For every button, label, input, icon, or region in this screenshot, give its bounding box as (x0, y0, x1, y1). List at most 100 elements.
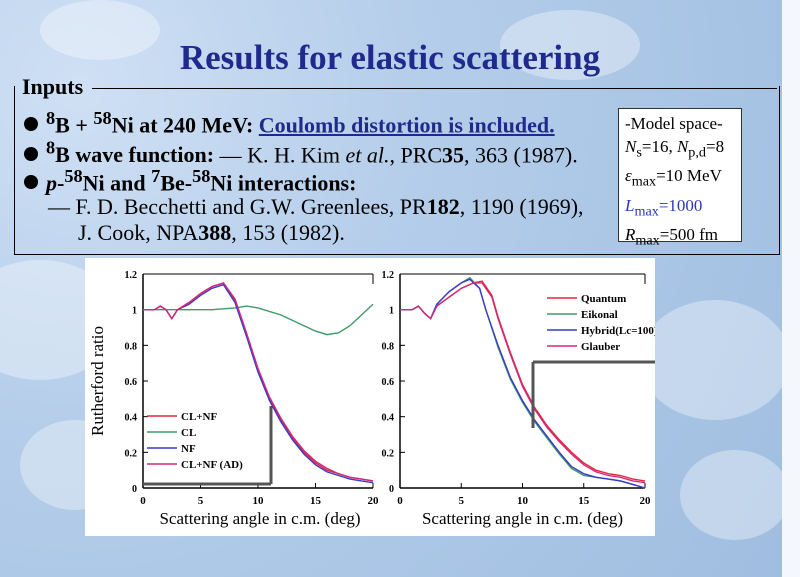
bullet-dot-icon (24, 117, 38, 132)
mass-number: 8 (46, 108, 56, 128)
dash-text: - (57, 170, 65, 196)
y-tick-label: 1.2 (382, 270, 395, 281)
y-tick-label: 1 (132, 306, 137, 317)
inputs-box (14, 86, 780, 255)
bullet-dot-icon (24, 147, 38, 162)
proton-text: p (46, 170, 57, 196)
y-axis-label: Rutherford ratio (88, 326, 107, 436)
reference-becchetti: — F. D. Becchetti and G.W. Greenlees, PR… (48, 194, 584, 220)
series-line-glauber (400, 282, 646, 484)
x-tick-label: 15 (578, 495, 590, 507)
legend-label: Eikonal (581, 309, 618, 321)
nucleus-text: B + (55, 112, 94, 138)
mass-number: 58 (64, 166, 83, 186)
subscript-text: s (636, 144, 642, 161)
y-tick-label: 0.6 (382, 377, 395, 388)
background-bubble (640, 300, 790, 420)
volume-text: 388 (198, 220, 232, 245)
reference-text: — F. D. Becchetti and G.W. Greenlees, PR (48, 194, 427, 219)
reaction-text: Ni at 240 MeV: (111, 112, 259, 138)
background-bubble (40, 0, 160, 60)
page-edge (782, 0, 800, 577)
legend-label: Glauber (581, 341, 620, 353)
author-text: — K. H. Kim (219, 142, 346, 168)
nucleus-text: Be- (160, 170, 193, 196)
wave-function-label: B wave function: (55, 142, 220, 168)
y-tick-label: 0 (132, 484, 137, 495)
y-tick-label: 1 (389, 306, 394, 317)
series-line-cl-nf (143, 282, 374, 482)
bullet-wave-function: 8B wave function: — K. H. Kim et al., PR… (24, 138, 578, 168)
x-tick-label: 0 (140, 495, 146, 507)
legend-label: Hybrid(Lc=100) (581, 325, 655, 337)
etal-text: et al. (345, 142, 390, 168)
reference-cook: J. Cook, NPA388, 153 (1982). (78, 220, 345, 246)
reference-text: , 1190 (1969), (459, 194, 584, 219)
x-tick-label: 10 (253, 495, 265, 507)
model-emax-line: εmax=10 MeV (625, 164, 735, 193)
background-bubble (680, 450, 790, 540)
y-tick-label: 0.4 (382, 413, 395, 424)
inputs-heading: Inputs (22, 74, 84, 99)
y-tick-label: 0.2 (125, 448, 138, 459)
x-tick-label: 20 (368, 495, 380, 507)
volume-text: 35 (442, 142, 465, 168)
model-ns-line: Ns=16, Np,d=8 (625, 135, 735, 164)
mass-number: 8 (46, 138, 56, 158)
model-rmax-line: Rmax=500 fm (625, 223, 735, 252)
symbol-text: R (625, 225, 636, 245)
coulomb-link[interactable]: Coulomb distortion is included. (258, 112, 555, 138)
page-text: , 363 (1987). (464, 142, 578, 168)
subscript-text: p,d (688, 144, 706, 161)
mass-number: 58 (192, 166, 211, 186)
bullet-interactions: p-58Ni and 7Be-58Ni interactions: (24, 166, 356, 196)
y-tick-label: 0.8 (382, 341, 395, 352)
y-tick-label: 1.2 (125, 270, 138, 281)
value-text: =500 fm (659, 225, 718, 245)
x-axis-label: Scattering angle in c.m. (deg) (159, 509, 360, 528)
journal-text: , PRC (389, 142, 443, 168)
model-space-box: -Model space- Ns=16, Np,d=8 εmax=10 MeV … (618, 108, 742, 249)
reference-text: , 153 (1982). (231, 220, 345, 245)
x-tick-label: 0 (397, 495, 403, 507)
y-tick-label: 0 (389, 484, 394, 495)
x-tick-label: 5 (198, 495, 204, 507)
background-bubble (500, 10, 640, 80)
legend-label: CL+NF (AD) (181, 459, 243, 471)
bullet-reaction: 8B + 58Ni at 240 MeV: Coulomb distortion… (24, 108, 555, 138)
x-tick-label: 10 (517, 495, 529, 507)
mass-number: 7 (151, 166, 161, 186)
symbol-text: ε (625, 166, 632, 186)
legend-label: Quantum (581, 293, 626, 305)
value-text: =10 MeV (656, 166, 722, 186)
subscript-text: max (634, 203, 659, 220)
series-line-cl-nf-ad- (143, 282, 374, 482)
y-tick-label: 0.2 (382, 448, 395, 459)
inputs-rule (92, 88, 777, 89)
legend-label: CL (181, 427, 196, 439)
reference-text: J. Cook, NPA (78, 220, 199, 245)
volume-text: 182 (426, 194, 460, 219)
bullet-dot-icon (24, 175, 38, 190)
mass-number: 58 (93, 108, 112, 128)
symbol-text: L (625, 195, 635, 215)
y-tick-label: 0.8 (125, 341, 138, 352)
value-text: =1000 (658, 195, 703, 215)
value-text: =8 (706, 137, 725, 156)
x-tick-label: 15 (310, 495, 322, 507)
x-axis-label: Scattering angle in c.m. (deg) (422, 509, 623, 528)
slide-title: Results for elastic scattering (179, 38, 601, 77)
plot-panel: 0 0.2 0.4 0.6 0.8 1 1.2 0 5 10 15 20 Scattering angl… (85, 258, 675, 536)
series-line-nf (143, 283, 374, 484)
series-line-cl (143, 303, 374, 336)
subscript-text: max (635, 232, 660, 249)
symbol-text: N (676, 137, 689, 156)
x-tick-label: 5 (459, 495, 465, 507)
nucleus-text: Ni and (82, 170, 152, 196)
y-tick-label: 0.4 (125, 413, 138, 424)
model-space-heading: -Model space- (625, 114, 723, 133)
legend-label: NF (181, 443, 196, 455)
y-tick-label: 0.6 (125, 377, 138, 388)
x-tick-label: 20 (640, 495, 652, 507)
